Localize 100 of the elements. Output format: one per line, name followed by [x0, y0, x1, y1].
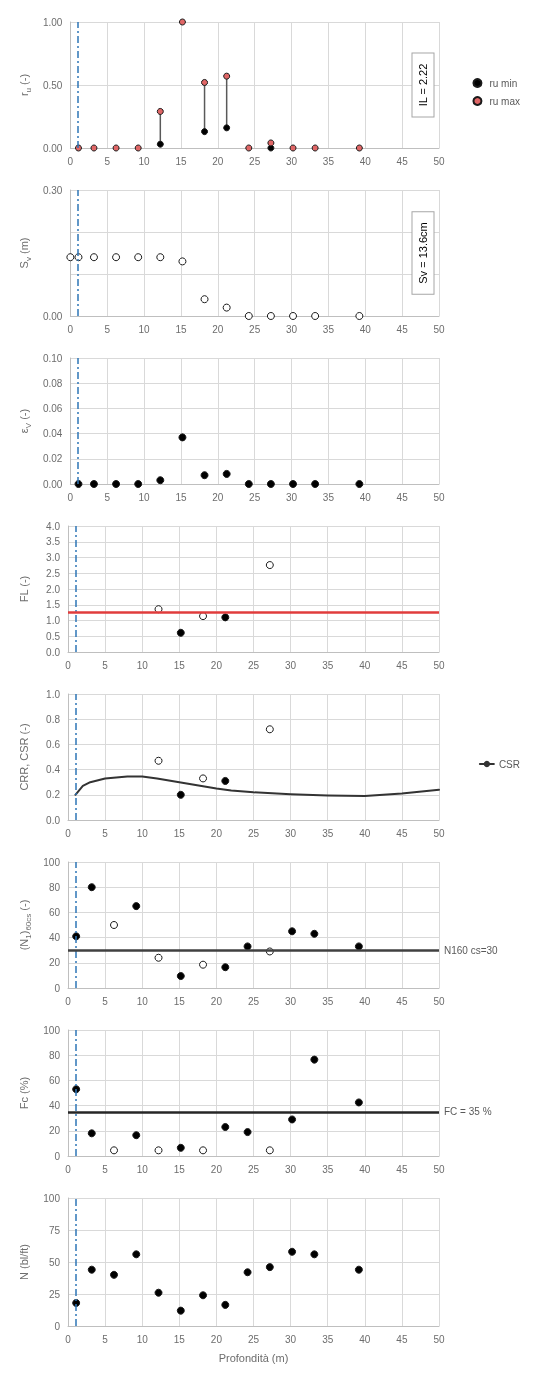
x-tick-label: 30	[285, 491, 298, 503]
x-tick-label: 20	[210, 659, 223, 671]
y-tick-label: 20	[48, 1125, 61, 1137]
x-tick-label: 45	[396, 1333, 408, 1345]
y-tick-label: 25	[48, 1288, 61, 1300]
x-tick-label: 30	[285, 827, 297, 839]
x-tick-label: 45	[396, 995, 408, 1007]
y-tick-label: 0.02	[42, 453, 63, 465]
x-tick-label: 0	[67, 491, 74, 503]
y-axis-title: Sv (m)	[18, 237, 33, 269]
x-tick-label: 25	[249, 323, 261, 335]
x-tick-label: 35	[322, 1163, 334, 1175]
y-tick-label: 1.5	[46, 599, 61, 611]
x-tick-label: 10	[136, 995, 149, 1007]
x-tick-label: 25	[249, 491, 261, 503]
x-tick-label: 10	[136, 659, 149, 671]
x-tick-label: 25	[247, 659, 260, 671]
y-tick-label: 0.0	[46, 814, 61, 826]
y-tick-label: 100	[43, 1024, 61, 1036]
y-tick-label: 1.0	[46, 688, 61, 700]
x-tick-label: 50	[433, 995, 445, 1007]
y-tick-label: 40	[48, 932, 61, 944]
x-tick-label: 0	[65, 1333, 72, 1345]
x-tick-label: 30	[285, 659, 297, 671]
x-tick-label: 10	[138, 155, 151, 167]
x-tick-label: 45	[396, 491, 409, 503]
y-axis-title: Fc (%)	[18, 1076, 30, 1110]
y-tick-label: 4.0	[46, 520, 61, 532]
y-tick-label: 100	[43, 856, 61, 868]
y-tick-label: 2.0	[46, 583, 61, 595]
y-tick-label: 0.04	[42, 428, 63, 440]
x-tick-label: 15	[175, 323, 187, 335]
y-tick-label: 0.50	[42, 79, 63, 91]
x-tick-label: 40	[359, 659, 371, 671]
x-tick-label: 35	[322, 827, 334, 839]
y-tick-label: 0.00	[42, 142, 63, 154]
x-tick-label: 0	[65, 995, 72, 1007]
x-tick-label: 40	[359, 1333, 371, 1345]
x-tick-label: 0	[67, 155, 74, 167]
y-axis-title: CRR, CSR (-)	[18, 723, 30, 791]
x-tick-label: 45	[396, 155, 409, 167]
y-tick-label: 80	[48, 1049, 61, 1061]
x-tick-label: 5	[104, 491, 111, 503]
x-tick-label: 0	[65, 827, 72, 839]
y-tick-label: 0.6	[46, 738, 61, 750]
x-tick-label: 20	[210, 1333, 223, 1345]
legend-label: CSR	[498, 758, 521, 770]
x-tick-label: 45	[396, 827, 408, 839]
y-tick-label: 100	[43, 1192, 61, 1204]
ref-line-label: N160 cs=30	[444, 944, 499, 956]
x-tick-label: 5	[102, 1163, 109, 1175]
y-tick-label: 40	[48, 1100, 61, 1112]
y-axis-title: N (bl/ft)	[18, 1243, 30, 1281]
x-tick-label: 10	[136, 1163, 149, 1175]
x-tick-label: 50	[433, 827, 445, 839]
x-tick-label: 5	[104, 323, 111, 335]
x-tick-label: 35	[322, 659, 334, 671]
x-tick-label: 35	[322, 155, 335, 167]
x-tick-label: 35	[322, 1333, 334, 1345]
x-tick-label: 5	[102, 827, 109, 839]
x-tick-label: 35	[322, 323, 335, 335]
x-tick-label: 40	[359, 491, 372, 503]
y-tick-label: 0.8	[46, 713, 61, 725]
y-tick-label: 2.5	[46, 567, 61, 579]
x-tick-label: 15	[175, 491, 187, 503]
y-tick-label: 1.0	[46, 615, 61, 626]
x-tick-label: 50	[433, 323, 445, 335]
y-tick-label: 3.5	[46, 536, 61, 548]
y-axis-title: ru (-)	[18, 73, 33, 97]
x-tick-label: 20	[212, 155, 224, 167]
x-tick-label: 20	[210, 995, 223, 1007]
x-tick-label: 25	[247, 1163, 260, 1175]
y-axis-title: (N1)60cs (-)	[18, 899, 33, 951]
y-tick-label: 60	[48, 1074, 61, 1086]
x-tick-label: 20	[212, 491, 224, 503]
y-tick-label: 0	[54, 1320, 61, 1332]
x-tick-label: 30	[285, 155, 298, 167]
x-tick-label: 15	[173, 995, 186, 1007]
x-tick-label: 10	[136, 1333, 149, 1345]
y-tick-label: 0.30	[42, 184, 63, 196]
y-tick-label: 0.4	[46, 764, 61, 776]
x-tick-label: 10	[138, 323, 151, 335]
x-tick-label: 45	[396, 1163, 408, 1175]
x-tick-label: 35	[322, 995, 334, 1007]
x-tick-label: 20	[210, 1163, 223, 1175]
y-tick-label: 50	[48, 1256, 61, 1268]
x-tick-label: 40	[359, 827, 371, 839]
y-tick-label: 0.00	[42, 310, 63, 322]
x-tick-label: 30	[285, 995, 297, 1007]
x-tick-label: 0	[67, 323, 74, 335]
x-tick-label: 40	[359, 1163, 371, 1175]
x-tick-label: 15	[173, 827, 186, 839]
x-tick-label: 20	[210, 827, 223, 839]
x-tick-label: 30	[285, 323, 298, 335]
x-tick-label: 50	[433, 155, 445, 167]
x-tick-label: 25	[249, 155, 261, 167]
x-tick-label: 25	[247, 827, 260, 839]
x-tick-label: 40	[359, 323, 372, 335]
y-tick-label: 0	[54, 1150, 61, 1162]
y-tick-label: 0.08	[42, 377, 63, 389]
